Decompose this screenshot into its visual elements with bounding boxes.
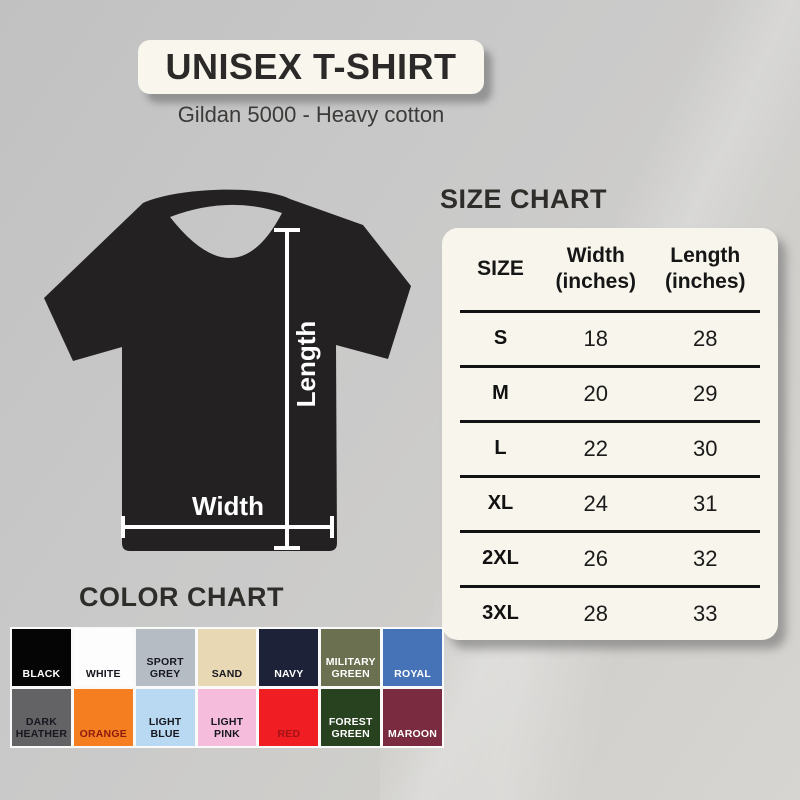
col-header-width: Width (inches) [541, 243, 651, 296]
swatch-label: LIGHT PINK [210, 715, 244, 740]
tshirt-silhouette [44, 189, 411, 551]
swatch-label: ORANGE [79, 727, 127, 740]
table-row: 2XL 26 32 [460, 529, 760, 585]
color-grid: BLACK WHITE SPORT GREY SAND NAVY MILITAR… [10, 627, 444, 748]
swatch-label: FOREST GREEN [328, 715, 373, 740]
col-header-length-label: Length [670, 243, 741, 267]
swatch-label: SPORT GREY [146, 655, 184, 680]
col-header-width-label: Width [566, 243, 625, 267]
color-swatch: LIGHT PINK [197, 689, 257, 746]
color-swatch: BLACK [12, 629, 71, 686]
color-swatch: DARK HEATHER [12, 689, 71, 746]
col-header-length: Length (inches) [651, 243, 761, 296]
color-swatch: LIGHT BLUE [135, 689, 195, 746]
color-swatch: SPORT GREY [135, 629, 195, 686]
size-table-header: SIZE Width (inches) Length (inches) [460, 228, 760, 310]
color-swatch: ORANGE [73, 689, 133, 746]
color-swatch: FOREST GREEN [321, 689, 381, 746]
size-cell: L [494, 437, 507, 460]
length-cell: 28 [693, 325, 718, 351]
swatch-label: BLACK [22, 667, 61, 680]
table-row: L 22 30 [460, 419, 760, 475]
width-cell: 18 [583, 325, 608, 351]
width-cell: 28 [583, 600, 608, 626]
table-row: M 20 29 [460, 364, 760, 420]
size-chart-heading: SIZE CHART [440, 184, 607, 214]
swatch-label: DARK HEATHER [15, 715, 68, 740]
length-cell: 31 [693, 490, 718, 516]
tshirt-diagram: Length Width [28, 183, 416, 561]
width-measure-line [121, 516, 334, 538]
color-swatch: NAVY [259, 629, 319, 686]
color-swatch: MAROON [383, 689, 442, 746]
swatch-label: MILITARY GREEN [325, 655, 376, 680]
size-cell: 3XL [482, 602, 519, 625]
swatch-label: ROYAL [394, 667, 431, 680]
size-chart-panel: SIZE Width (inches) Length (inches) S 18… [442, 228, 778, 640]
length-label: Length [291, 321, 321, 408]
page-title: UNISEX T-SHIRT [165, 46, 457, 87]
color-chart-heading: COLOR CHART [79, 582, 284, 612]
size-table: SIZE Width (inches) Length (inches) S 18… [460, 228, 760, 640]
color-swatch: ROYAL [383, 629, 442, 686]
swatch-label: WHITE [85, 667, 121, 680]
table-row: S 18 28 [460, 309, 760, 365]
size-cell: 2XL [482, 547, 519, 570]
table-row: XL 24 31 [460, 474, 760, 530]
width-cell: 20 [583, 380, 608, 406]
col-header-width-unit: (inches) [555, 269, 636, 293]
color-swatch: MILITARY GREEN [321, 629, 381, 686]
width-cell: 22 [583, 435, 608, 461]
title-pill: UNISEX T-SHIRT [138, 40, 484, 94]
size-cell: XL [487, 492, 514, 515]
col-header-length-unit: (inches) [664, 269, 746, 293]
color-swatch: WHITE [73, 629, 133, 686]
length-cell: 33 [693, 600, 718, 626]
color-swatch: RED [259, 689, 319, 746]
swatch-label: SAND [211, 667, 243, 680]
length-cell: 30 [693, 435, 718, 461]
swatch-label: MAROON [388, 727, 438, 740]
swatch-label: LIGHT BLUE [148, 715, 182, 740]
width-cell: 24 [583, 490, 608, 516]
color-swatch: SAND [197, 629, 257, 686]
length-measure-line [274, 228, 300, 550]
swatch-label: NAVY [274, 667, 304, 680]
tshirt-svg: Length Width [44, 189, 411, 551]
page-subtitle: Gildan 5000 - Heavy cotton [177, 102, 445, 127]
col-header-size-label: SIZE [477, 256, 524, 280]
width-label: Width [192, 491, 264, 521]
size-cell: M [492, 382, 509, 405]
length-cell: 32 [693, 545, 718, 571]
table-row: 3XL 28 33 [460, 584, 760, 640]
width-cell: 26 [583, 545, 608, 571]
col-header-size: SIZE [460, 256, 541, 282]
length-cell: 29 [693, 380, 718, 406]
size-cell: S [493, 327, 508, 350]
swatch-label: RED [277, 727, 301, 740]
